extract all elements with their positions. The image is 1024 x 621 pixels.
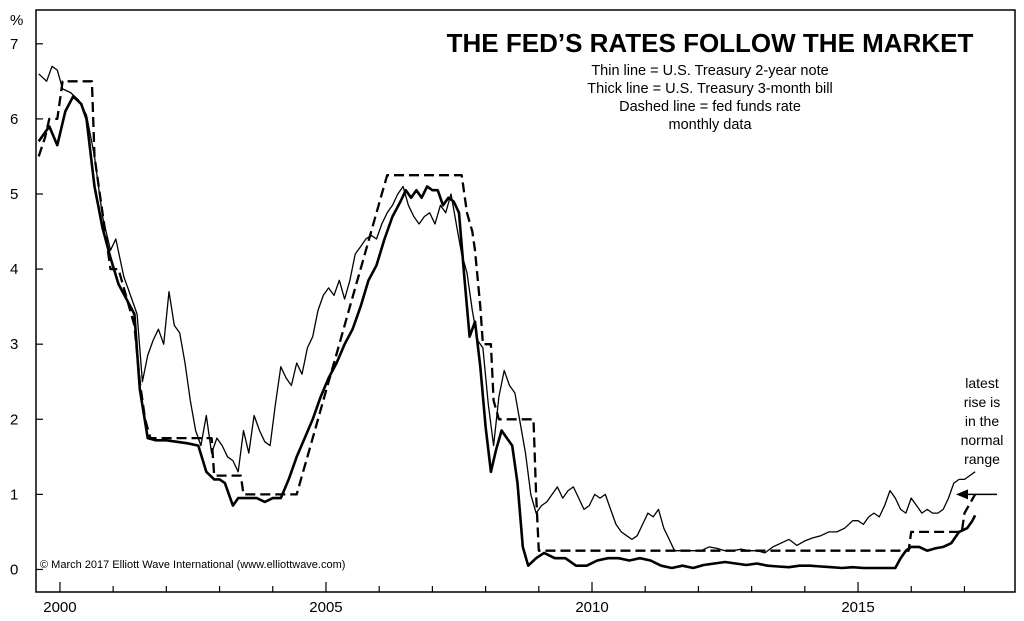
x-tick-label-2005: 2005 (309, 599, 342, 616)
x-tick-label-2000: 2000 (43, 599, 76, 616)
copyright-text: © March 2017 Elliott Wave International … (40, 559, 345, 571)
y-tick-label-4: 4 (10, 261, 18, 278)
annotation-line-2: rise is (964, 394, 1001, 410)
y-axis: 0 1 2 3 4 5 6 7 (10, 36, 43, 578)
plot-frame (35, 9, 1016, 593)
y-tick-label-0: 0 (10, 561, 18, 578)
x-tick-label-2015: 2015 (841, 599, 874, 616)
annotation-line-1: latest (965, 375, 999, 391)
series-dashed-line (37, 80, 977, 552)
subtitle-line-4: monthly data (668, 117, 752, 133)
subtitle-line-1: Thin line = U.S. Treasury 2-year note (591, 63, 828, 79)
y-tick-label-1: 1 (10, 486, 18, 503)
subtitle-line-3: Dashed line = fed funds rate (619, 99, 801, 115)
y-unit-label: % (10, 12, 23, 29)
annotation-line-3: in the (965, 413, 999, 429)
chart-title: THE FED’S RATES FOLLOW THE MARKET (447, 28, 974, 58)
y-tick-label-7: 7 (10, 36, 18, 53)
annotation-line-4: normal (961, 432, 1004, 448)
annotation-line-5: range (964, 451, 1000, 467)
series-thick-line (37, 95, 977, 570)
annotation-arrow (956, 489, 997, 500)
x-tick-label-2010: 2010 (575, 599, 608, 616)
y-tick-label-3: 3 (10, 336, 18, 353)
y-tick-label-5: 5 (10, 186, 18, 203)
y-tick-label-6: 6 (10, 111, 18, 128)
arrow-head (956, 489, 968, 500)
y-tick-label-2: 2 (10, 411, 18, 428)
subtitle-line-2: Thick line = U.S. Treasury 3-month bill (587, 81, 832, 97)
series-layer (37, 65, 977, 570)
series-thin-line (38, 65, 976, 554)
x-axis: 2000 2005 2010 2015 (43, 582, 966, 616)
